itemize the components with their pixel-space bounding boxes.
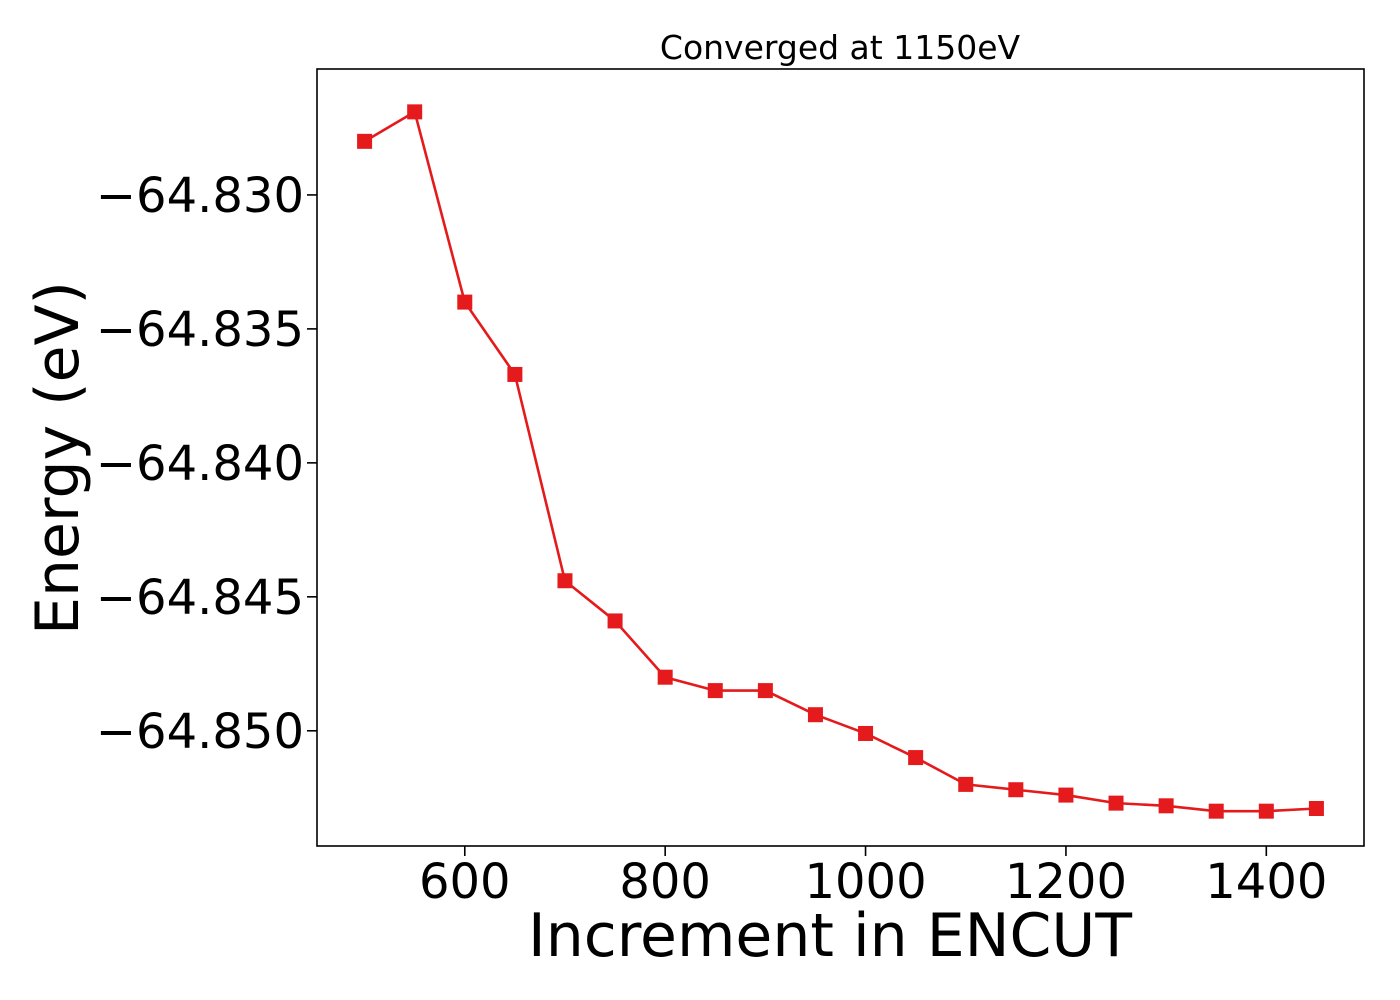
data-point — [1208, 803, 1224, 819]
x-tick-label: 1400 — [1205, 854, 1327, 910]
data-point — [958, 776, 974, 792]
x-tick-label: 1000 — [804, 854, 926, 910]
data-point — [1308, 800, 1324, 816]
data-point — [457, 294, 473, 310]
data-point — [607, 613, 623, 629]
data-point — [1008, 782, 1024, 798]
data-point — [1108, 795, 1124, 811]
data-point — [807, 707, 823, 723]
x-tick-label: 600 — [419, 854, 511, 910]
data-point — [407, 104, 423, 120]
y-axis-label: Energy (eV) — [23, 281, 93, 635]
data-point — [1058, 787, 1074, 803]
series-line — [363, 110, 1317, 813]
data-point — [1258, 803, 1274, 819]
y-axis-ticks: −64.830 −64.835 −64.840 −64.845 −64.850 — [96, 168, 317, 760]
data-point — [908, 750, 924, 766]
y-tick-label: −64.845 — [96, 570, 304, 626]
y-tick-label: −64.830 — [96, 168, 304, 224]
data-point — [858, 725, 874, 741]
data-point — [707, 683, 723, 699]
y-tick-label: −64.840 — [96, 436, 304, 492]
plot-frame — [316, 68, 1365, 847]
x-tick-label: 1200 — [1005, 854, 1127, 910]
y-tick-label: −64.835 — [96, 302, 304, 358]
chart-title: Converged at 1150eV — [660, 28, 1021, 67]
data-point — [507, 366, 523, 382]
data-point — [757, 683, 773, 699]
series-layer — [357, 104, 1324, 819]
data-point — [557, 573, 573, 589]
data-point — [1158, 798, 1174, 814]
y-tick-label: −64.850 — [96, 704, 304, 760]
x-axis-label: Increment in ENCUT — [528, 901, 1132, 971]
x-tick-label: 800 — [619, 854, 711, 910]
data-point — [357, 133, 373, 149]
data-point — [657, 669, 673, 685]
x-axis-ticks: 600 800 1000 1200 1400 — [419, 846, 1327, 910]
